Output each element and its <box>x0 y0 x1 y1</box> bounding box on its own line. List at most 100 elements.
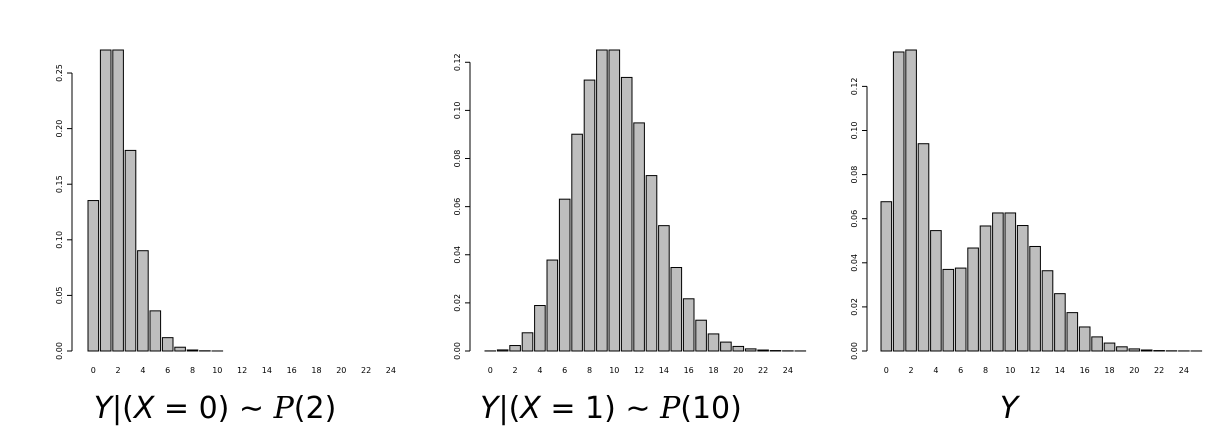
bar-4 <box>930 230 942 352</box>
bar-13 <box>1041 270 1054 352</box>
bar-19 <box>1116 346 1128 352</box>
x-tick-label: 16 <box>1080 366 1090 375</box>
y-tick-label: 0.10 <box>453 101 462 119</box>
x-tick-label: 6 <box>165 366 170 375</box>
x-tick-label: 14 <box>659 366 669 375</box>
bar-4 <box>534 305 546 352</box>
y-tick-label: 0.00 <box>453 342 462 360</box>
bar-20 <box>1128 348 1141 352</box>
bar-5 <box>546 259 559 352</box>
x-tick-label: 22 <box>1154 366 1164 375</box>
x-tick-label: 20 <box>1129 366 1139 375</box>
bar-12 <box>633 122 645 352</box>
y-tick-label: 0.15 <box>55 175 64 193</box>
y-tick-label: 0.02 <box>453 294 462 312</box>
bar-17 <box>695 319 707 352</box>
y-tick-label: 0.08 <box>453 150 462 168</box>
x-tick-label: 18 <box>1104 366 1114 375</box>
bar-8 <box>186 349 199 352</box>
chart-title: Y <box>1000 391 1021 426</box>
bar-11 <box>1016 225 1029 352</box>
x-tick-label: 14 <box>1055 366 1065 375</box>
y-tick-label: 0.05 <box>55 286 64 304</box>
bar-0 <box>880 201 893 352</box>
bar-2 <box>905 49 917 352</box>
bar-7 <box>571 133 583 352</box>
y-tick-label: 0.00 <box>850 342 859 360</box>
x-tick-label: 24 <box>386 366 396 375</box>
bar-3 <box>124 149 137 352</box>
chart-panel-2: 0.000.020.040.060.080.100.120 2 4 6 8 10 12 14 1… <box>453 49 807 426</box>
x-tick-label: 12 <box>1030 366 1040 375</box>
x-tick-label: 22 <box>361 366 371 375</box>
bar-18 <box>1103 342 1116 352</box>
x-tick-label: 24 <box>1179 366 1189 375</box>
bar-19 <box>720 341 732 352</box>
bar-1 <box>99 49 112 352</box>
bar-16 <box>682 298 695 352</box>
chart-title: Y|(X = 1) ∼ P(10) <box>480 391 742 426</box>
bar-22 <box>757 349 769 352</box>
bar-12 <box>1029 245 1041 352</box>
y-tick-label: 0.04 <box>453 246 462 264</box>
bar-6 <box>161 337 174 352</box>
y-tick-label: 0.02 <box>850 298 859 316</box>
bar-6 <box>558 198 571 352</box>
chart-panel-1: 0.000.050.100.150.200.250 2 4 6 8 10 12 14 16 18 2… <box>55 49 396 426</box>
y-tick-label: 0.10 <box>55 231 64 249</box>
bar-7 <box>174 346 186 352</box>
bar-4 <box>137 250 149 352</box>
x-tick-label: 0 <box>884 366 889 375</box>
x-tick-label: 18 <box>708 366 718 375</box>
x-tick-label: 22 <box>758 366 768 375</box>
bar-0 <box>87 200 100 352</box>
bar-5 <box>942 268 955 352</box>
bar-2 <box>112 49 124 352</box>
x-tick-label: 6 <box>958 366 963 375</box>
bar-2 <box>509 345 521 352</box>
x-tick-label: 8 <box>190 366 195 375</box>
x-tick-label: 6 <box>562 366 567 375</box>
y-tick-label: 0.06 <box>453 198 462 216</box>
y-tick-label: 0.25 <box>55 64 64 82</box>
x-tick-label: 10 <box>609 366 619 375</box>
bar-15 <box>670 267 683 352</box>
bar-20 <box>732 345 745 352</box>
bar-15 <box>1066 312 1079 352</box>
x-tick-label: 2 <box>513 366 518 375</box>
x-tick-label: 18 <box>311 366 321 375</box>
bar-21 <box>1140 349 1153 352</box>
bar-7 <box>967 247 979 352</box>
bar-17 <box>1091 336 1103 352</box>
x-tick-label: 4 <box>537 366 542 375</box>
bar-10 <box>608 49 621 352</box>
bar-18 <box>707 333 720 352</box>
y-tick-label: 0.12 <box>453 53 462 71</box>
chart-panel-3: 0.000.020.040.060.080.100.120 2 4 6 8 10 12 14 1… <box>850 49 1203 426</box>
x-tick-label: 20 <box>733 366 743 375</box>
x-tick-label: 10 <box>212 366 222 375</box>
bar-9 <box>596 49 608 352</box>
bar-6 <box>954 267 967 352</box>
y-tick-label: 0.06 <box>850 210 859 228</box>
bar-10 <box>1004 212 1017 352</box>
bar-14 <box>1054 293 1066 352</box>
y-tick-label: 0.12 <box>850 77 859 95</box>
bar-11 <box>620 76 633 352</box>
y-tick-label: 0.10 <box>850 122 859 140</box>
bar-13 <box>645 175 658 352</box>
x-tick-label: 0 <box>91 366 96 375</box>
bar-9 <box>992 212 1004 352</box>
x-tick-label: 12 <box>634 366 644 375</box>
x-tick-label: 14 <box>262 366 272 375</box>
bar-3 <box>521 332 534 352</box>
bar-8 <box>979 225 992 352</box>
x-tick-label: 4 <box>933 366 938 375</box>
x-tick-label: 8 <box>587 366 592 375</box>
x-tick-label: 4 <box>140 366 145 375</box>
x-tick-label: 16 <box>287 366 297 375</box>
y-tick-label: 0.20 <box>55 120 64 138</box>
bar-1 <box>892 51 905 352</box>
x-tick-label: 10 <box>1005 366 1015 375</box>
